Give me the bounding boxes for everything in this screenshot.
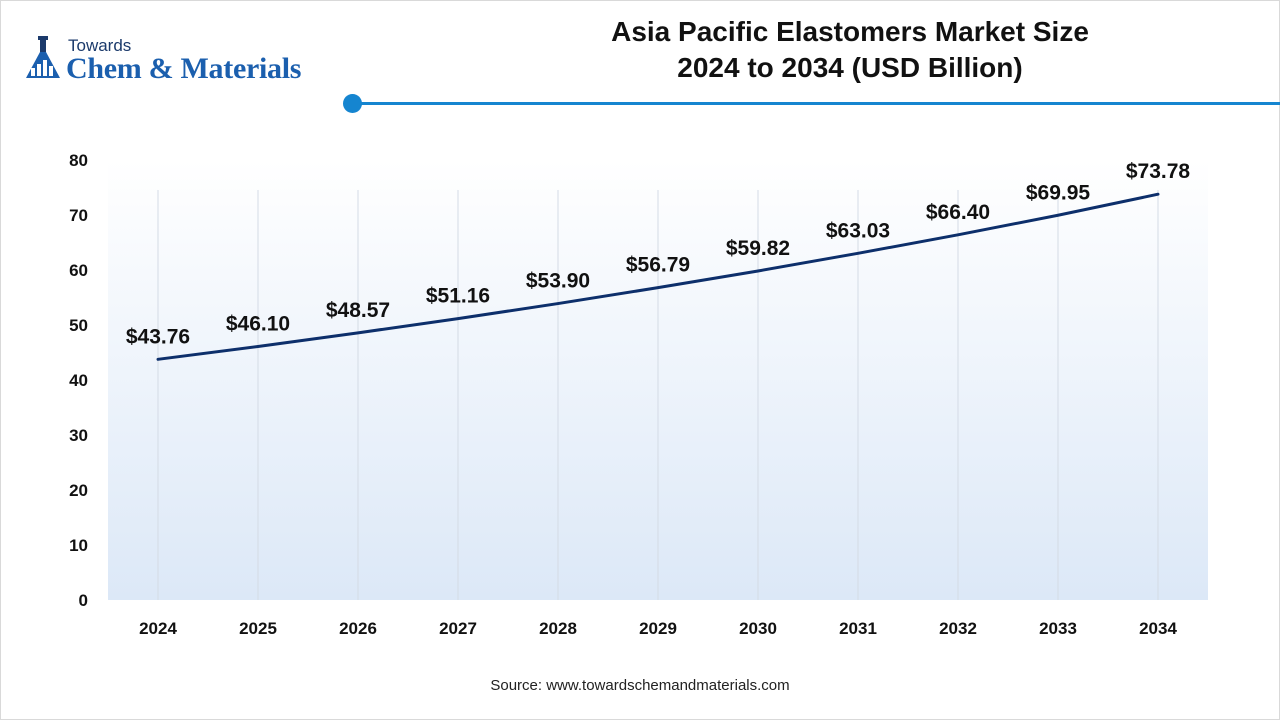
x-tick-label: 2024 xyxy=(139,619,177,638)
data-label: $69.95 xyxy=(1026,181,1091,204)
data-label: $43.76 xyxy=(126,325,190,348)
x-tick-label: 2034 xyxy=(1139,619,1177,638)
data-label: $56.79 xyxy=(626,254,690,277)
data-label: $59.82 xyxy=(726,237,790,260)
data-label: $53.90 xyxy=(526,270,590,293)
series-line xyxy=(156,192,1160,361)
y-tick-label: 10 xyxy=(69,536,88,555)
x-tick-label: 2026 xyxy=(339,619,377,638)
x-tick-label: 2025 xyxy=(239,619,277,638)
data-label: $51.16 xyxy=(426,285,490,308)
y-tick-label: 20 xyxy=(69,481,88,500)
y-tick-label: 0 xyxy=(79,591,88,610)
x-tick-label: 2030 xyxy=(739,619,777,638)
source-note: Source: www.towardschemandmaterials.com xyxy=(490,677,790,694)
y-tick-label: 40 xyxy=(69,371,88,390)
y-tick-label: 80 xyxy=(69,151,88,170)
x-tick-label: 2029 xyxy=(639,619,677,638)
data-label: $48.57 xyxy=(326,299,390,322)
y-tick-label: 70 xyxy=(69,206,88,225)
y-tick-label: 60 xyxy=(69,261,88,280)
chart-title: Asia Pacific Elastomers Market Size 2024… xyxy=(520,14,1180,86)
y-tick-label: 30 xyxy=(69,426,88,445)
data-label: $46.10 xyxy=(226,312,290,335)
x-tick-label: 2033 xyxy=(1039,619,1077,638)
x-tick-label: 2027 xyxy=(439,619,477,638)
logo: Towards Chem & Materials xyxy=(22,34,342,94)
chart-title-line1: Asia Pacific Elastomers Market Size xyxy=(611,16,1089,47)
data-label: $63.03 xyxy=(826,219,890,242)
x-tick-label: 2031 xyxy=(839,619,877,638)
logo-towards-text: Towards xyxy=(68,36,132,55)
title-divider xyxy=(352,102,1280,105)
x-tick-label: 2032 xyxy=(939,619,977,638)
data-label: $66.40 xyxy=(926,201,990,224)
flask-icon xyxy=(26,36,60,78)
logo-main-text: Chem & Materials xyxy=(66,52,302,85)
data-label: $73.78 xyxy=(1126,160,1191,183)
divider-dot xyxy=(343,94,362,113)
y-tick-label: 50 xyxy=(69,316,88,335)
x-tick-label: 2028 xyxy=(539,619,577,638)
chart-title-line2: 2024 to 2034 (USD Billion) xyxy=(677,52,1023,83)
